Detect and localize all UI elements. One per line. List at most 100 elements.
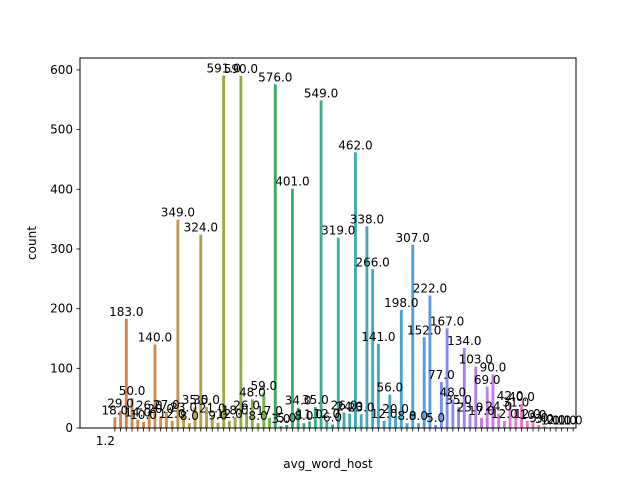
bar [193, 407, 197, 428]
bar [147, 412, 151, 428]
plot-frame [79, 57, 577, 429]
bar [187, 423, 191, 428]
bars-layer [113, 75, 575, 429]
bar [136, 419, 140, 428]
bar [439, 382, 443, 428]
bar-value-label: 10.0 [130, 408, 157, 422]
y-axis: 0 100 200 300 400 500 600 [50, 63, 80, 435]
bar-value-label: 17.0 [256, 404, 283, 418]
bar [153, 344, 157, 428]
bar-value-label: 8.0 [397, 409, 416, 423]
y-tick-label: 600 [50, 63, 73, 77]
bar [279, 426, 283, 428]
bar [233, 417, 237, 428]
bar [388, 394, 392, 428]
bar-value-label: 266.0 [355, 255, 389, 269]
bar-value-label: 9.0 [208, 409, 227, 423]
bar-value-label: 591.0 [207, 61, 241, 75]
bar [170, 420, 174, 428]
bar-value-label: 40.0 [508, 390, 535, 404]
bar-value-label: 2.0 [546, 413, 565, 427]
bar-value-label: 20.0 [382, 402, 409, 416]
bar [365, 226, 369, 428]
bar-value-label: 307.0 [396, 231, 430, 245]
bar-value-label: 12.0 [491, 407, 518, 421]
bar [216, 422, 220, 428]
bar [417, 423, 420, 428]
bar-value-label: 12.0 [313, 407, 340, 421]
bar-value-label: 56.0 [376, 381, 403, 395]
bar [376, 343, 380, 428]
bar-value-label: 29.0 [107, 397, 134, 411]
bar-value-label: 35.0 [445, 393, 472, 407]
bar [382, 420, 386, 428]
bar [205, 407, 208, 428]
bar-value-label: 12.0 [514, 407, 541, 421]
bar-value-label: 8.0 [249, 409, 268, 423]
bar-value-label: 12.0 [371, 407, 398, 421]
bar [531, 422, 535, 428]
bar [405, 423, 409, 428]
bar-value-label: 24.0 [336, 400, 363, 414]
y-axis-label: count [25, 226, 39, 260]
bar-value-label: 576.0 [258, 70, 292, 84]
bar-value-label: 3.0 [271, 412, 290, 426]
bar-value-label: 167.0 [430, 314, 464, 328]
bar-value-label: 17.0 [468, 404, 495, 418]
bar [336, 237, 340, 428]
bar [354, 152, 357, 429]
bar-value-label: 12.0 [216, 407, 243, 421]
bar-value-label: 48.0 [439, 385, 466, 399]
bar [342, 412, 346, 428]
bar-value-label: 5.0 [277, 411, 296, 425]
y-tick-label: 300 [50, 242, 73, 256]
bar [422, 337, 426, 428]
bar [210, 415, 214, 428]
bar-value-label: 48.0 [239, 385, 266, 399]
bar-value-label: 549.0 [304, 86, 338, 100]
bar [113, 417, 117, 428]
bar-value-label: 324.0 [184, 221, 218, 235]
bar-value-label: 24.0 [485, 400, 512, 414]
bar-value-label: 8.0 [409, 409, 428, 423]
bar-value-label: 198.0 [384, 296, 418, 310]
bar [313, 407, 317, 428]
bar-value-label: 27.0 [153, 398, 180, 412]
bar-value-label: 18.0 [102, 403, 129, 417]
bar-value-label: 8.0 [180, 409, 199, 423]
bar-value-label: 21.0 [199, 401, 226, 415]
bar-value-label: 134.0 [447, 334, 481, 348]
bar-value-label: 50.0 [119, 384, 146, 398]
bar [359, 414, 363, 428]
bar [399, 309, 403, 428]
bar [308, 421, 312, 428]
bar [502, 420, 506, 428]
bar-value-label: 152.0 [407, 323, 441, 337]
bar [445, 328, 449, 428]
bar [394, 416, 397, 428]
bar [319, 100, 323, 429]
bar-value-label: 23.0 [170, 400, 197, 414]
bar [159, 416, 163, 428]
bar [428, 295, 432, 428]
bar [182, 414, 186, 428]
bar [508, 402, 512, 428]
bar-value-label: 462.0 [338, 138, 372, 152]
bar [411, 244, 415, 428]
bar-value-label: 338.0 [350, 212, 384, 226]
bar [348, 413, 352, 428]
bar-value-label: 1.0 [558, 413, 577, 427]
bar-value-label: 20.0 [147, 402, 174, 416]
bar-value-label: 23.0 [348, 400, 375, 414]
bar-value-label: 1.0 [564, 413, 583, 427]
bar [325, 420, 329, 428]
bar-value-label: 183.0 [109, 305, 143, 319]
bar-value-label: 1.0 [541, 413, 560, 427]
bar [485, 386, 489, 428]
bar [434, 425, 438, 428]
bar-value-label: 349.0 [161, 206, 195, 220]
bar-value-label: 35.0 [193, 393, 220, 407]
bar [262, 392, 266, 428]
bar-value-label: 31.0 [502, 396, 529, 410]
bar [250, 399, 254, 428]
